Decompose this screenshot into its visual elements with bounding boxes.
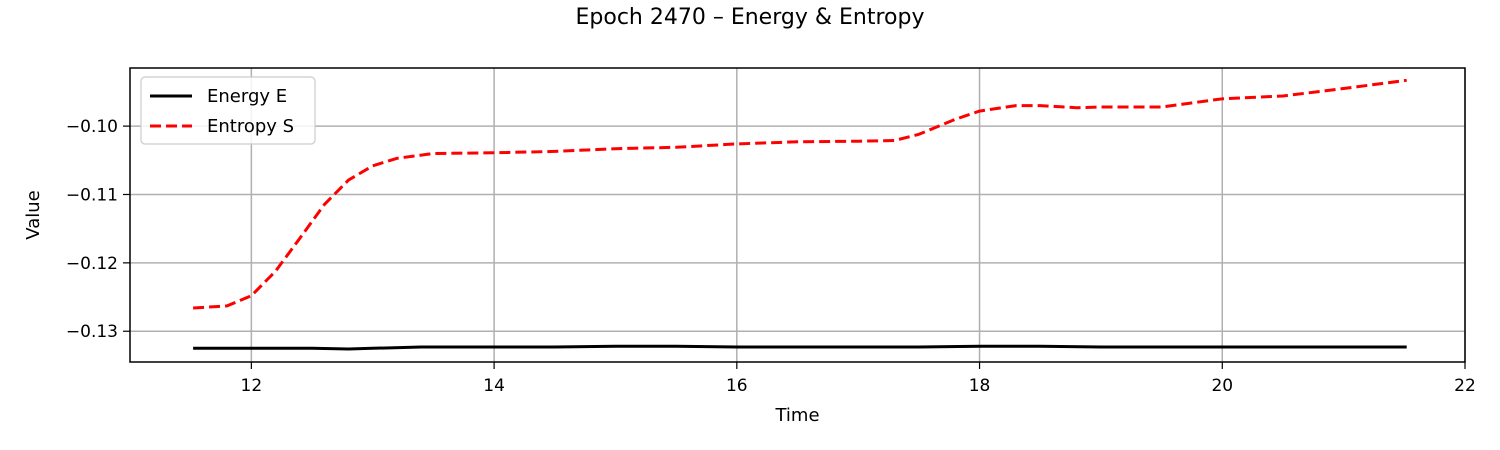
- y-tick-label: −0.11: [66, 185, 118, 205]
- x-tick-label: 12: [241, 376, 263, 396]
- x-axis-label: Time: [774, 405, 819, 426]
- grid-lines: [130, 68, 1466, 362]
- y-tick-label: −0.12: [66, 254, 118, 274]
- y-axis-label: Value: [23, 190, 44, 239]
- legend: Energy E Entropy S: [140, 76, 316, 145]
- x-tick-label: 18: [969, 376, 991, 396]
- legend-label: Entropy S: [207, 116, 294, 137]
- x-tick-label: 14: [483, 376, 505, 396]
- axis-ticks: 12 14 16 18 20 22 −0.13 −0.12 −0.11 −0.10: [66, 117, 1476, 396]
- series-line-entropy-s: [193, 78, 1407, 310]
- plot-frame: [129, 67, 1466, 363]
- chart-title: Epoch 2470 – Energy & Entropy: [575, 5, 925, 30]
- y-tick-label: −0.10: [66, 117, 118, 137]
- y-tick-label: −0.13: [66, 322, 118, 342]
- series-lines: [193, 78, 1407, 351]
- x-tick-label: 16: [726, 376, 748, 396]
- series-line-energy-e: [193, 344, 1407, 351]
- x-tick-label: 20: [1211, 376, 1233, 396]
- legend-label: Energy E: [207, 86, 287, 107]
- x-tick-label: 22: [1454, 376, 1476, 396]
